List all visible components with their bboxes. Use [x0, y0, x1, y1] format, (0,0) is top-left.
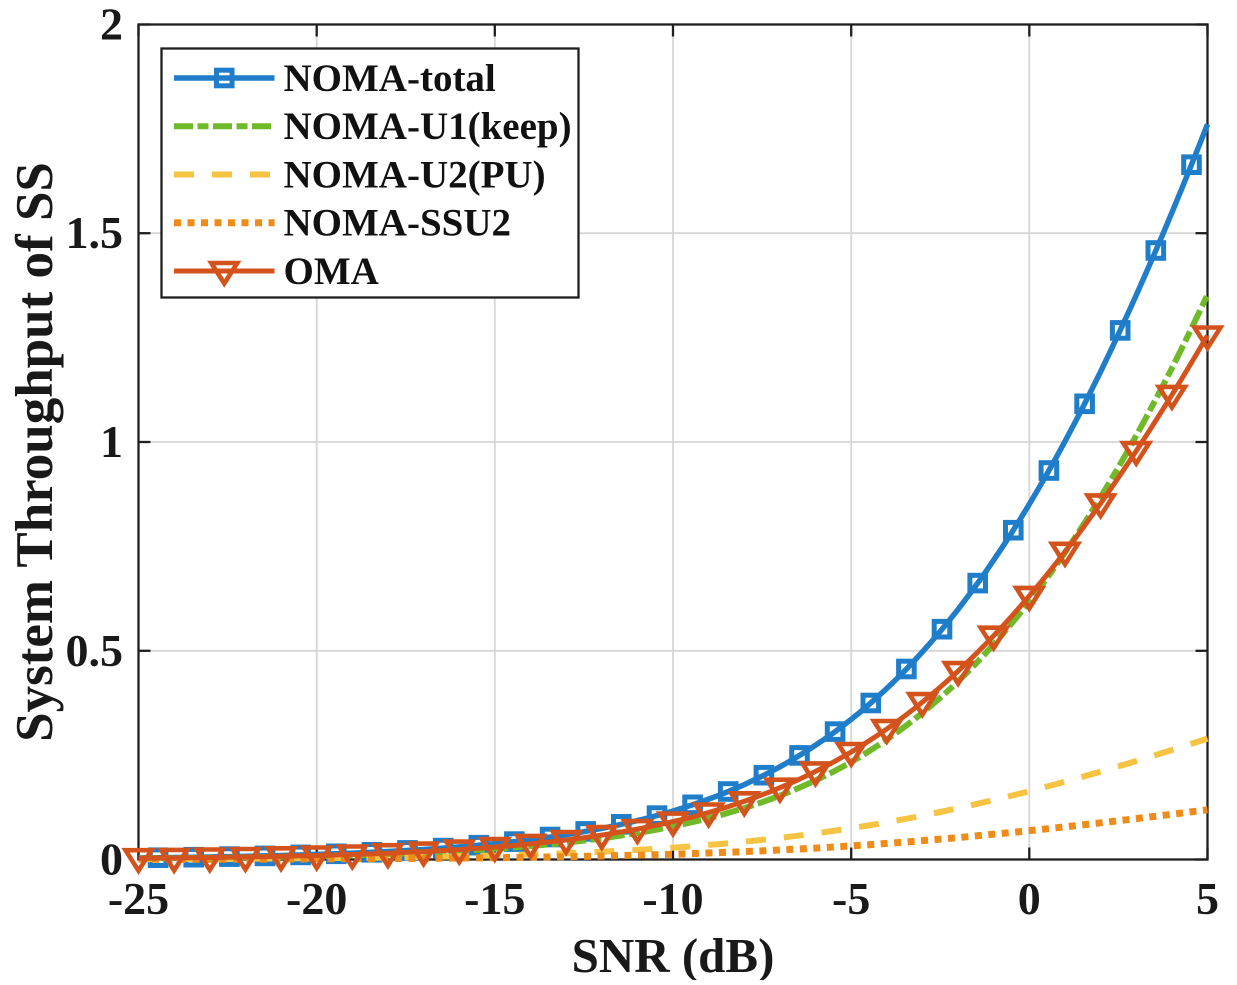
svg-text:1: 1: [100, 416, 123, 467]
svg-text:NOMA-U1(keep): NOMA-U1(keep): [284, 105, 572, 148]
svg-text:5: 5: [1196, 873, 1219, 924]
svg-text:0.5: 0.5: [66, 625, 124, 676]
svg-text:0: 0: [1018, 873, 1041, 924]
svg-text:2: 2: [100, 0, 123, 50]
svg-text:System Throughput of SS: System Throughput of SS: [6, 162, 64, 742]
svg-text:-15: -15: [464, 873, 525, 924]
svg-text:NOMA-total: NOMA-total: [284, 57, 496, 100]
svg-text:-20: -20: [286, 873, 347, 924]
svg-text:NOMA-SSU2: NOMA-SSU2: [284, 202, 512, 245]
svg-text:NOMA-U2(PU): NOMA-U2(PU): [284, 153, 546, 196]
svg-text:1.5: 1.5: [66, 207, 124, 258]
svg-text:OMA: OMA: [284, 250, 379, 293]
svg-text:-25: -25: [108, 873, 169, 924]
svg-text:-5: -5: [832, 873, 870, 924]
svg-text:SNR (dB): SNR (dB): [572, 928, 775, 980]
svg-text:0: 0: [100, 834, 123, 885]
svg-text:-10: -10: [642, 873, 703, 924]
